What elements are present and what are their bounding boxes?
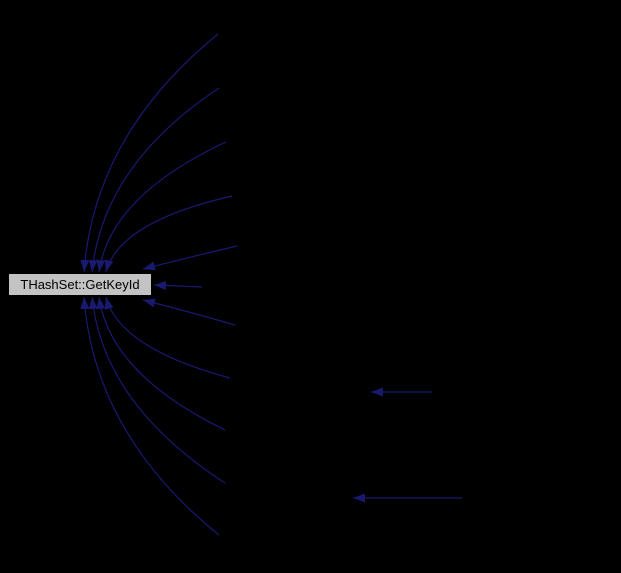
call-edge [104, 296, 231, 379]
call-edge [88, 87, 220, 273]
call-edge [96, 141, 227, 273]
function-node-label: THashSet::GetKeyId [20, 277, 140, 292]
call-edge [80, 296, 220, 536]
call-edge [96, 296, 226, 431]
call-edge [142, 245, 238, 271]
call-edge [142, 298, 236, 326]
call-edge [153, 281, 203, 290]
call-edge [104, 195, 233, 273]
call-edge [88, 296, 226, 484]
function-node: THashSet::GetKeyId [8, 273, 152, 296]
call-edge [80, 33, 219, 273]
